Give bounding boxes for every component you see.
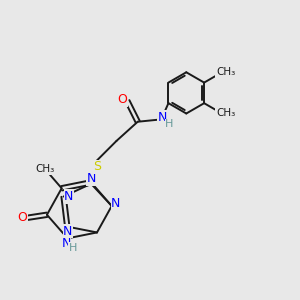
Text: N: N — [86, 172, 96, 185]
Text: N: N — [64, 190, 74, 203]
Text: S: S — [93, 160, 101, 173]
Text: CH₃: CH₃ — [216, 67, 235, 77]
Text: H: H — [165, 119, 174, 129]
Text: CH₃: CH₃ — [216, 109, 235, 118]
Text: N: N — [158, 110, 167, 124]
Text: N: N — [61, 237, 71, 250]
Text: O: O — [18, 211, 27, 224]
Text: H: H — [69, 243, 77, 253]
Text: O: O — [117, 93, 127, 106]
Text: CH₃: CH₃ — [36, 164, 55, 174]
Text: N: N — [111, 197, 121, 210]
Text: N: N — [63, 224, 73, 238]
